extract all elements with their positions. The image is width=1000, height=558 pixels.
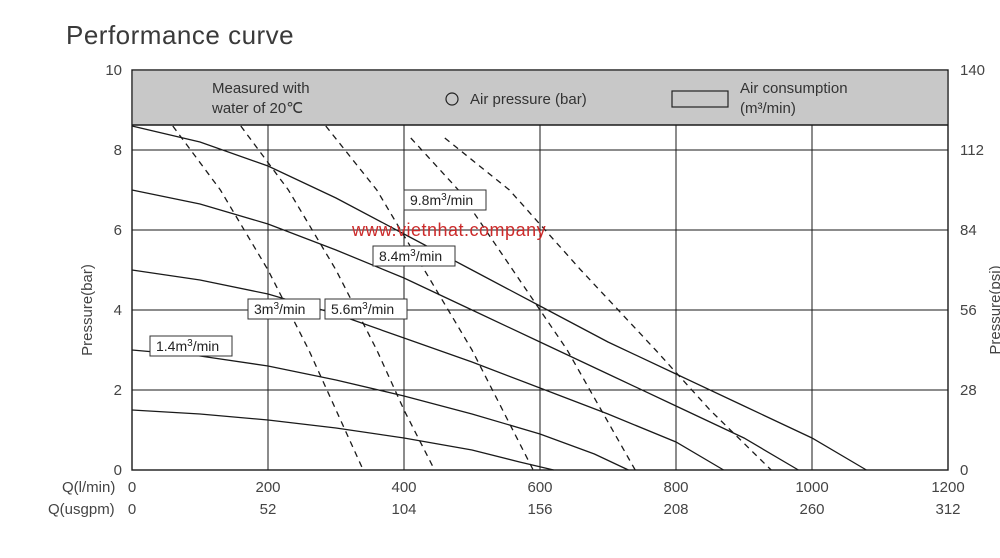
legend-item-1: Air pressure (bar) xyxy=(470,91,587,108)
xtick-usgpm: 208 xyxy=(663,501,688,518)
xtick-lmin: 1000 xyxy=(795,479,828,496)
xtick-usgpm: 156 xyxy=(527,501,552,518)
ytick-right: 56 xyxy=(960,302,977,319)
ytick-right: 84 xyxy=(960,222,977,239)
ytick-left: 2 xyxy=(114,382,122,399)
xtick-usgpm: 104 xyxy=(391,501,416,518)
xtick-usgpm: 0 xyxy=(128,501,136,518)
watermark: www.vietnhat.company xyxy=(351,220,546,240)
ytick-left: 8 xyxy=(114,142,122,159)
xtick-usgpm: 260 xyxy=(799,501,824,518)
ytick-right: 28 xyxy=(960,382,977,399)
air-consumption-curve-2 xyxy=(326,126,533,470)
ytick-right: 112 xyxy=(960,142,984,159)
xtick-lmin: 800 xyxy=(663,479,688,496)
legend-item-2: Air consumption xyxy=(740,80,848,97)
ytick-left: 10 xyxy=(105,62,122,79)
pressure-curve-2 xyxy=(132,270,724,470)
ytick-left: 4 xyxy=(114,302,122,319)
xtick-lmin: 600 xyxy=(527,479,552,496)
xtick-lmin: 200 xyxy=(255,479,280,496)
x-axis-label-2: Q(usgpm) xyxy=(48,501,115,518)
legend-item-2: (m³/min) xyxy=(740,100,796,117)
annotation-label: 3m3/min xyxy=(254,301,305,317)
legend-note: Measured with xyxy=(212,80,310,97)
performance-chart: 0 2 4 6 8 10 0 28 56 84 112 140 0 200 400 600 800 1000 120… xyxy=(0,0,1000,558)
xtick-lmin: 400 xyxy=(391,479,416,496)
ytick-right: 0 xyxy=(960,462,968,479)
ytick-right: 140 xyxy=(960,62,985,79)
xtick-usgpm: 312 xyxy=(935,501,960,518)
pressure-curve-0 xyxy=(132,126,866,470)
ytick-left: 6 xyxy=(114,222,122,239)
y-axis-label-right: Pressure(psi) xyxy=(987,265,1000,354)
xtick-lmin: 0 xyxy=(128,479,136,496)
y-axis-label-left: Pressure(bar) xyxy=(79,264,96,356)
pressure-curve-3 xyxy=(132,350,628,470)
air-consumption-curve-1 xyxy=(241,126,435,470)
legend-note: water of 20℃ xyxy=(211,100,303,117)
xtick-lmin: 1200 xyxy=(931,479,964,496)
xtick-usgpm: 52 xyxy=(260,501,277,518)
x-axis-label-1: Q(l/min) xyxy=(62,479,115,496)
ytick-left: 0 xyxy=(114,462,122,479)
